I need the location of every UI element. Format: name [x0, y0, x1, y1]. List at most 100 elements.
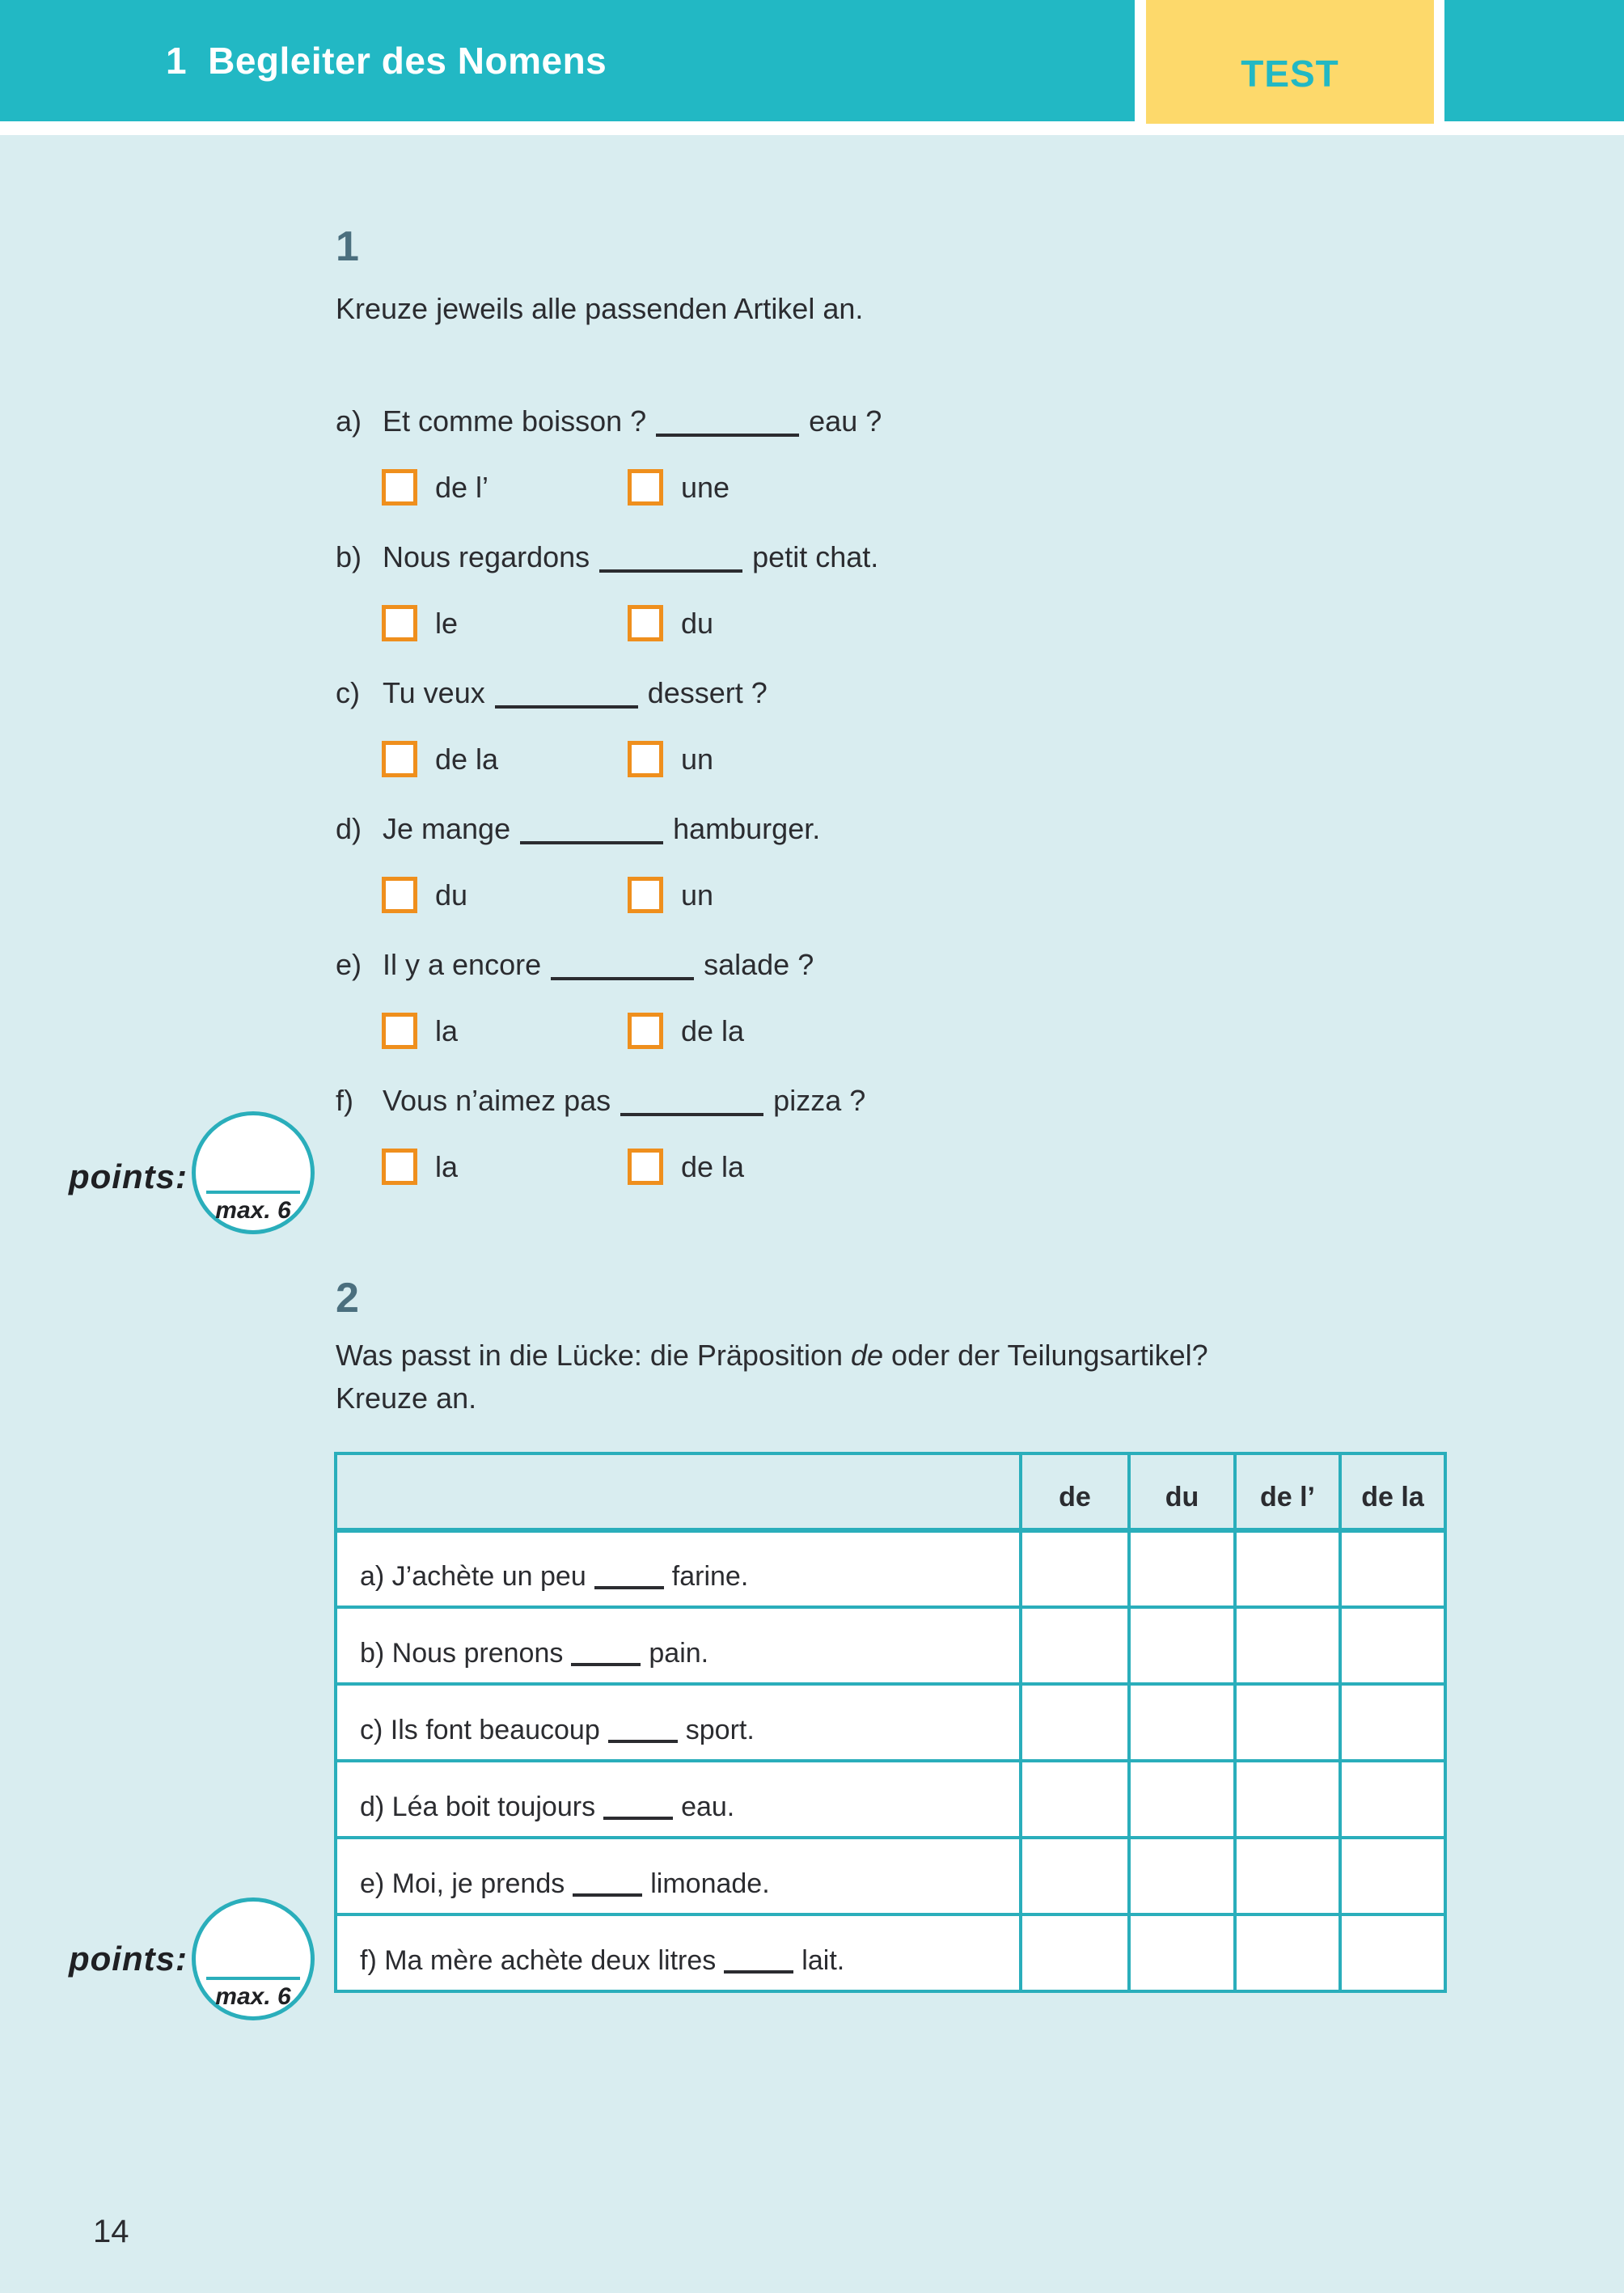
- answer-cell-de[interactable]: [1019, 1529, 1131, 1609]
- checkbox[interactable]: [382, 605, 417, 641]
- exercise1-instruction: Kreuze jeweils alle passenden Artikel an…: [336, 292, 864, 325]
- item-sentence: b) Nous regardons petit chat.: [336, 538, 1347, 575]
- checkbox[interactable]: [382, 1149, 417, 1185]
- answer-blank[interactable]: [603, 1796, 674, 1820]
- sentence-post: pizza ?: [773, 1084, 866, 1117]
- answer-blank[interactable]: [494, 679, 638, 709]
- answer-cell-du[interactable]: [1127, 1913, 1237, 1993]
- checkbox[interactable]: [382, 741, 417, 777]
- score-entry-line[interactable]: [206, 1977, 300, 1980]
- checkbox-option[interactable]: la: [382, 1013, 458, 1049]
- checkbox[interactable]: [628, 469, 663, 506]
- option-label: du: [435, 878, 468, 912]
- option-label: une: [681, 471, 730, 504]
- checkbox[interactable]: [382, 469, 417, 506]
- checkbox[interactable]: [628, 741, 663, 777]
- answer-cell-du[interactable]: [1127, 1836, 1237, 1916]
- checkbox[interactable]: [382, 877, 417, 913]
- checkbox-option[interactable]: une: [628, 469, 730, 506]
- checkbox[interactable]: [628, 1013, 663, 1049]
- answer-blank[interactable]: [599, 544, 743, 573]
- header-bar-right: [1444, 0, 1624, 121]
- answer-cell-du[interactable]: [1127, 1759, 1237, 1839]
- answer-cell-du[interactable]: [1127, 1682, 1237, 1762]
- answer-cell-de-la[interactable]: [1339, 1529, 1447, 1609]
- checkbox[interactable]: [628, 1149, 663, 1185]
- points-circle-1[interactable]: max. 6: [192, 1111, 315, 1234]
- option-label: de la: [435, 742, 499, 776]
- exercise2-table-body: a) J’achète un peu farine. b) Nous prenon…: [334, 1529, 1447, 1993]
- answer-cell-de[interactable]: [1019, 1836, 1131, 1916]
- answer-blank[interactable]: [573, 1872, 643, 1897]
- item-letter: f): [336, 1084, 353, 1117]
- answer-cell-de-l[interactable]: [1233, 1759, 1342, 1839]
- question-post: pain.: [649, 1638, 709, 1669]
- checkbox[interactable]: [628, 877, 663, 913]
- table-row: c) Ils font beaucoup sport.: [334, 1682, 1447, 1762]
- table-col-header-de-la: de la: [1339, 1452, 1447, 1533]
- answer-blank[interactable]: [656, 408, 800, 437]
- checkbox-option[interactable]: de l’: [382, 469, 488, 506]
- answer-blank[interactable]: [571, 1642, 641, 1666]
- item-sentence: f) Vous n’aimez pas pizza ?: [336, 1081, 1347, 1119]
- item-options: le du: [336, 605, 1347, 641]
- answer-cell-du[interactable]: [1127, 1606, 1237, 1686]
- item-options: la de la: [336, 1149, 1347, 1185]
- answer-cell-de-la[interactable]: [1339, 1682, 1447, 1762]
- answer-blank[interactable]: [520, 815, 664, 844]
- answer-cell-de[interactable]: [1019, 1606, 1131, 1686]
- option-label: du: [681, 607, 714, 640]
- exercise2-instruction-term: de: [851, 1339, 884, 1372]
- table-header-empty: [334, 1452, 1022, 1533]
- answer-blank[interactable]: [724, 1949, 794, 1974]
- sentence-post: eau ?: [809, 404, 882, 438]
- answer-cell-de-l[interactable]: [1233, 1606, 1342, 1686]
- checkbox-option[interactable]: du: [382, 877, 467, 913]
- sentence-post: salade ?: [704, 948, 814, 981]
- answer-cell-de-la[interactable]: [1339, 1836, 1447, 1916]
- answer-cell-de-l[interactable]: [1233, 1913, 1342, 1993]
- answer-blank[interactable]: [607, 1719, 678, 1743]
- max-points-label-1: max. 6: [215, 1197, 291, 1224]
- item-sentence: d) Je mange hamburger.: [336, 810, 1347, 847]
- option-label: le: [435, 607, 459, 640]
- exercise1-item: b) Nous regardons petit chat. le du: [336, 538, 1347, 641]
- answer-cell-de-l[interactable]: [1233, 1836, 1342, 1916]
- checkbox-option[interactable]: de la: [382, 741, 498, 777]
- option-label: la: [435, 1150, 459, 1183]
- exercise1-item: d) Je mange hamburger. du un: [336, 810, 1347, 913]
- question-cell: b) Nous prenons pain.: [334, 1606, 1022, 1686]
- question-pre: f) Ma mère achète deux litres: [360, 1945, 717, 1976]
- max-points-label-2: max. 6: [215, 1983, 291, 2010]
- score-entry-line[interactable]: [206, 1191, 300, 1194]
- points-circle-2[interactable]: max. 6: [192, 1897, 315, 2020]
- answer-cell-du[interactable]: [1127, 1529, 1237, 1609]
- checkbox-option[interactable]: du: [628, 605, 713, 641]
- item-letter: d): [336, 812, 362, 845]
- item-sentence: c) Tu veux dessert ?: [336, 674, 1347, 711]
- answer-cell-de-la[interactable]: [1339, 1913, 1447, 1993]
- answer-cell-de[interactable]: [1019, 1682, 1131, 1762]
- checkbox[interactable]: [628, 605, 663, 641]
- checkbox-option[interactable]: de la: [628, 1013, 744, 1049]
- exercise1-item: c) Tu veux dessert ? de la un: [336, 674, 1347, 777]
- checkbox[interactable]: [382, 1013, 417, 1049]
- answer-cell-de[interactable]: [1019, 1759, 1131, 1839]
- answer-blank[interactable]: [594, 1565, 664, 1589]
- exercise1-item: f) Vous n’aimez pas pizza ? la de la: [336, 1081, 1347, 1185]
- item-sentence: a) Et comme boisson ? eau ?: [336, 402, 1347, 439]
- checkbox-option[interactable]: un: [628, 741, 713, 777]
- answer-cell-de-l[interactable]: [1233, 1682, 1342, 1762]
- checkbox-option[interactable]: le: [382, 605, 458, 641]
- answer-cell-de-la[interactable]: [1339, 1759, 1447, 1839]
- answer-blank[interactable]: [551, 951, 695, 980]
- answer-cell-de[interactable]: [1019, 1913, 1131, 1993]
- item-options: de la un: [336, 741, 1347, 777]
- checkbox-option[interactable]: de la: [628, 1149, 744, 1185]
- table-row: e) Moi, je prends limonade.: [334, 1836, 1447, 1916]
- checkbox-option[interactable]: la: [382, 1149, 458, 1185]
- answer-cell-de-la[interactable]: [1339, 1606, 1447, 1686]
- checkbox-option[interactable]: un: [628, 877, 713, 913]
- answer-cell-de-l[interactable]: [1233, 1529, 1342, 1609]
- answer-blank[interactable]: [620, 1087, 764, 1116]
